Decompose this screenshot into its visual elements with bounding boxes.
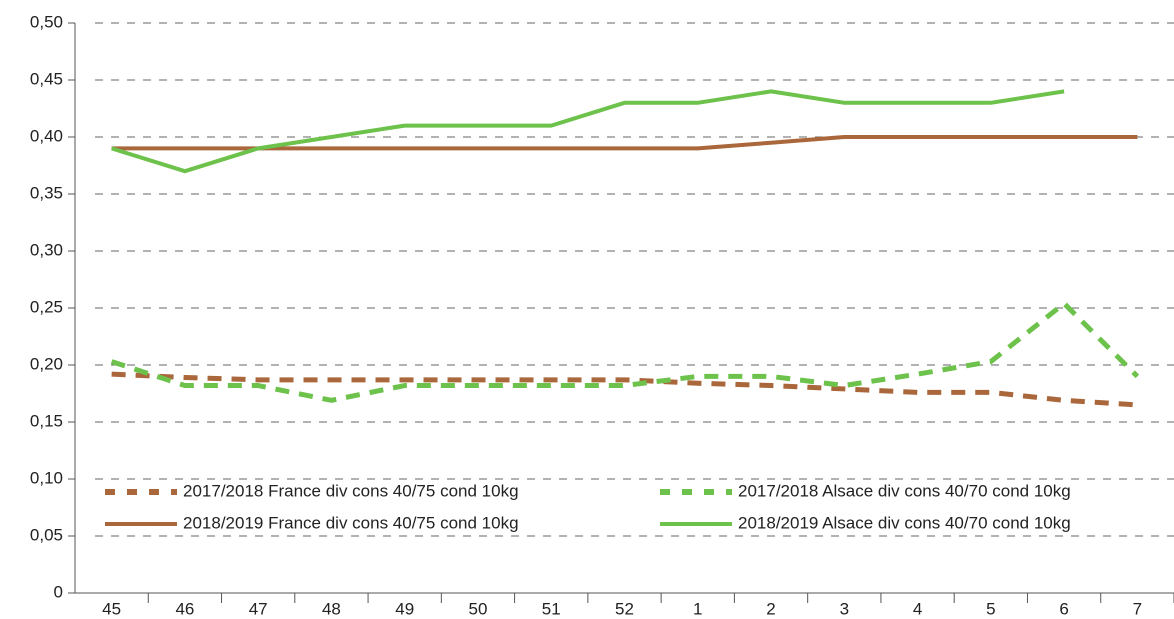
x-tick-label: 45 <box>102 599 121 618</box>
x-tick-label: 47 <box>249 599 268 618</box>
y-tick-label: 0,05 <box>30 525 63 544</box>
legend-label: 2017/2018 Alsace div cons 40/70 cond 10k… <box>738 481 1071 500</box>
x-tick-label: 4 <box>913 599 922 618</box>
series-line <box>111 371 1138 408</box>
y-tick-label: 0,30 <box>30 240 63 259</box>
y-tick-label: 0 <box>54 582 63 601</box>
y-tick-label: 0,40 <box>30 126 63 145</box>
x-tick-label: 52 <box>615 599 634 618</box>
y-tick-label: 0,20 <box>30 354 63 373</box>
legend-label: 2018/2019 France div cons 40/75 cond 10k… <box>183 513 519 532</box>
legend-label: 2017/2018 France div cons 40/75 cond 10k… <box>183 481 519 500</box>
series-line <box>111 89 1065 174</box>
x-tick-label: 3 <box>840 599 849 618</box>
x-tick-label: 46 <box>175 599 194 618</box>
series-line <box>111 135 1138 151</box>
y-tick-label: 0,35 <box>30 183 63 202</box>
x-tick-label: 48 <box>322 599 341 618</box>
legend-label: 2018/2019 Alsace div cons 40/70 cond 10k… <box>738 513 1071 532</box>
series-line <box>110 300 1140 403</box>
x-tick-label: 2 <box>766 599 775 618</box>
x-tick-label: 51 <box>542 599 561 618</box>
x-tick-label: 7 <box>1133 599 1142 618</box>
x-tick-label: 50 <box>469 599 488 618</box>
y-tick-label: 0,10 <box>30 468 63 487</box>
x-tick-label: 1 <box>693 599 702 618</box>
y-tick-label: 0,45 <box>30 69 63 88</box>
x-tick-label: 6 <box>1059 599 1068 618</box>
x-tick-label: 49 <box>395 599 414 618</box>
y-tick-label: 0,15 <box>30 411 63 430</box>
y-tick-label: 0,50 <box>30 12 63 31</box>
y-tick-label: 0,25 <box>30 297 63 316</box>
x-tick-label: 5 <box>986 599 995 618</box>
